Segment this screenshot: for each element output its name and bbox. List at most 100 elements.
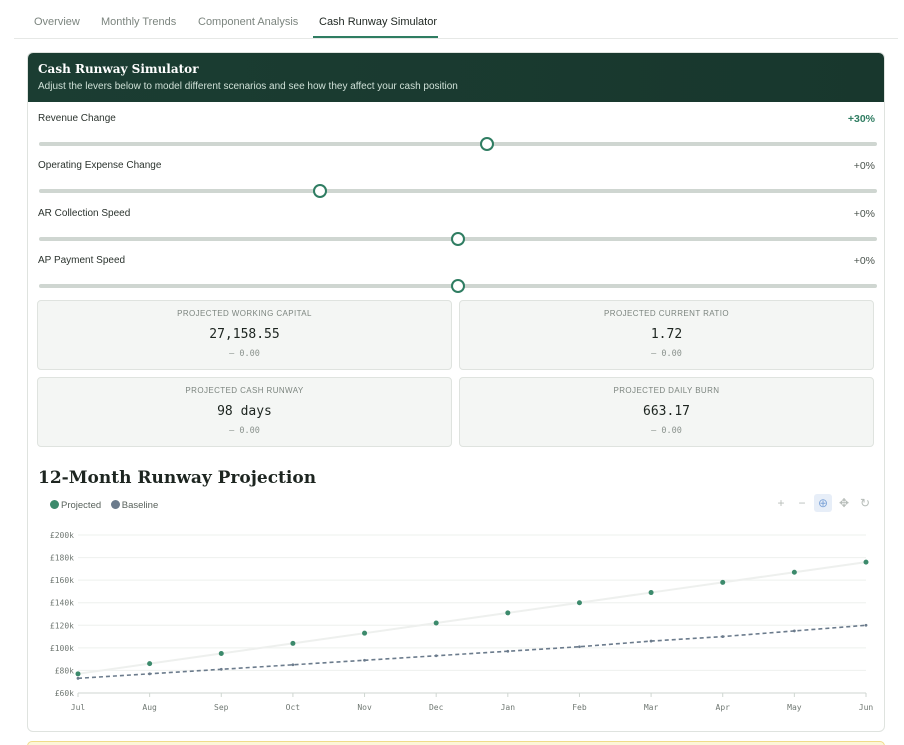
baseline-point — [219, 667, 223, 671]
projected-point — [648, 590, 654, 596]
tab-bar: Overview Monthly Trends Component Analys… — [14, 0, 898, 39]
x-tick-label: Nov — [357, 703, 372, 712]
baseline-point — [434, 654, 438, 658]
operating-expense-change-slider-thumb[interactable] — [312, 184, 327, 198]
metric-value: 98 days — [217, 404, 272, 419]
baseline-point — [721, 635, 725, 638]
metric-label: PROJECTED CASH RUNWAY — [185, 386, 304, 395]
y-tick-label: £80k — [55, 666, 74, 675]
y-tick-label: £60k — [55, 689, 74, 698]
x-tick-label: Dec — [429, 703, 444, 712]
metric-delta: — 0.00 — [651, 349, 682, 359]
y-tick-label: £140k — [50, 599, 74, 608]
alert-banner — [27, 741, 885, 745]
simulator-card: Cash Runway Simulator Adjust the levers … — [27, 52, 885, 732]
x-tick-label: Mar — [644, 703, 659, 712]
x-tick-label: Jul — [71, 703, 86, 712]
metric-delta: — 0.00 — [229, 426, 260, 436]
metric-label: PROJECTED DAILY BURN — [613, 386, 720, 395]
projected-cash-runway-card: PROJECTED CASH RUNWAY 98 days — 0.00 — [37, 377, 452, 447]
zoom-icon[interactable]: ⊕ — [814, 494, 832, 512]
baseline-series-line — [77, 624, 867, 680]
operating-expense-change-slider[interactable] — [39, 189, 877, 193]
projected-point — [791, 569, 797, 575]
metric-label: PROJECTED CURRENT RATIO — [604, 309, 729, 318]
baseline-point — [578, 645, 581, 649]
revenue-change-label: Revenue Change — [38, 113, 116, 124]
x-tick-label: Sep — [214, 703, 229, 712]
active-tab-indicator — [313, 36, 438, 38]
simulator-subtitle: Adjust the levers below to model differe… — [38, 81, 458, 92]
metric-value: 663.17 — [643, 404, 690, 419]
baseline-point — [649, 639, 653, 643]
metric-value: 27,158.55 — [209, 327, 280, 342]
legend-item-baseline[interactable]: Baseline — [110, 500, 159, 511]
baseline-point — [76, 676, 80, 680]
legend-marker-baseline — [110, 500, 120, 509]
metric-label: PROJECTED WORKING CAPITAL — [177, 309, 312, 318]
revenue-change-value: +30% — [847, 113, 875, 125]
x-tick-label: Feb — [572, 703, 587, 712]
baseline-point — [148, 672, 152, 676]
zoom-out-icon[interactable]: − — [798, 496, 806, 510]
legend-item-projected[interactable]: Projected — [50, 500, 101, 511]
ap-payment-speed-value: +0% — [853, 255, 875, 267]
projected-point — [720, 579, 726, 585]
tab-monthly-trends[interactable]: Monthly Trends — [101, 16, 177, 28]
y-tick-label: £160k — [50, 576, 74, 585]
runway-projection-chart[interactable]: £60k £80k £100k £120k £140k £160k £180k £200k Ju… — [28, 523, 885, 723]
chart-legend: Projected Baseline — [50, 500, 165, 511]
projected-point — [75, 671, 81, 677]
baseline-point — [363, 658, 366, 662]
x-tick-label: Jan — [501, 703, 516, 712]
x-tick-label: Apr — [716, 703, 731, 712]
tab-component-analysis[interactable]: Component Analysis — [198, 16, 299, 28]
projected-point — [147, 661, 153, 667]
chart-title: 12-Month Runway Projection — [38, 468, 317, 488]
baseline-point — [506, 649, 510, 653]
reset-icon[interactable]: ↻ — [859, 496, 871, 510]
projected-point — [576, 600, 582, 606]
ap-payment-speed-slider-thumb[interactable] — [451, 279, 465, 293]
legend-label-projected: Projected — [61, 500, 102, 511]
baseline-point — [792, 629, 796, 633]
projected-point — [362, 630, 368, 636]
projected-point — [433, 620, 439, 626]
tab-overview[interactable]: Overview — [34, 16, 80, 28]
legend-label-baseline: Baseline — [121, 500, 159, 511]
metric-delta: — 0.00 — [651, 426, 682, 436]
ar-collection-speed-label: AR Collection Speed — [38, 208, 131, 219]
projected-point — [505, 610, 511, 616]
ar-collection-speed-slider-thumb[interactable] — [451, 232, 465, 246]
zoom-in-icon[interactable]: + — [777, 496, 785, 510]
simulator-title: Cash Runway Simulator — [38, 62, 199, 76]
baseline-point — [864, 623, 868, 627]
tab-cash-runway-simulator[interactable]: Cash Runway Simulator — [319, 16, 437, 28]
revenue-change-slider[interactable] — [39, 142, 877, 146]
pan-icon[interactable]: ✥ — [838, 496, 850, 510]
baseline-point — [291, 663, 295, 667]
metric-value: 1.72 — [650, 327, 683, 342]
operating-expense-change-label: Operating Expense Change — [38, 160, 162, 171]
y-tick-label: £100k — [50, 644, 74, 653]
x-tick-label: Oct — [286, 703, 301, 712]
projected-daily-burn-card: PROJECTED DAILY BURN 663.17 — 0.00 — [459, 377, 874, 447]
x-tick-label: Jun — [859, 703, 874, 712]
simulator-header: Cash Runway Simulator Adjust the levers … — [28, 53, 884, 102]
y-tick-label: £200k — [50, 531, 74, 540]
projected-point — [863, 559, 869, 565]
projected-series-line — [77, 561, 867, 675]
ar-collection-speed-value: +0% — [853, 208, 875, 220]
y-tick-label: £180k — [50, 554, 74, 563]
projected-current-ratio-card: PROJECTED CURRENT RATIO 1.72 — 0.00 — [459, 300, 874, 370]
legend-marker-projected — [50, 500, 59, 509]
projected-working-capital-card: PROJECTED WORKING CAPITAL 27,158.55 — 0.… — [37, 300, 452, 370]
x-tick-label: May — [787, 703, 802, 712]
ap-payment-speed-label: AP Payment Speed — [38, 255, 126, 266]
metric-delta: — 0.00 — [229, 349, 260, 359]
projected-point — [290, 640, 296, 646]
projected-point — [218, 651, 224, 656]
revenue-change-slider-thumb[interactable] — [480, 137, 495, 151]
x-tick-label: Aug — [142, 703, 157, 712]
